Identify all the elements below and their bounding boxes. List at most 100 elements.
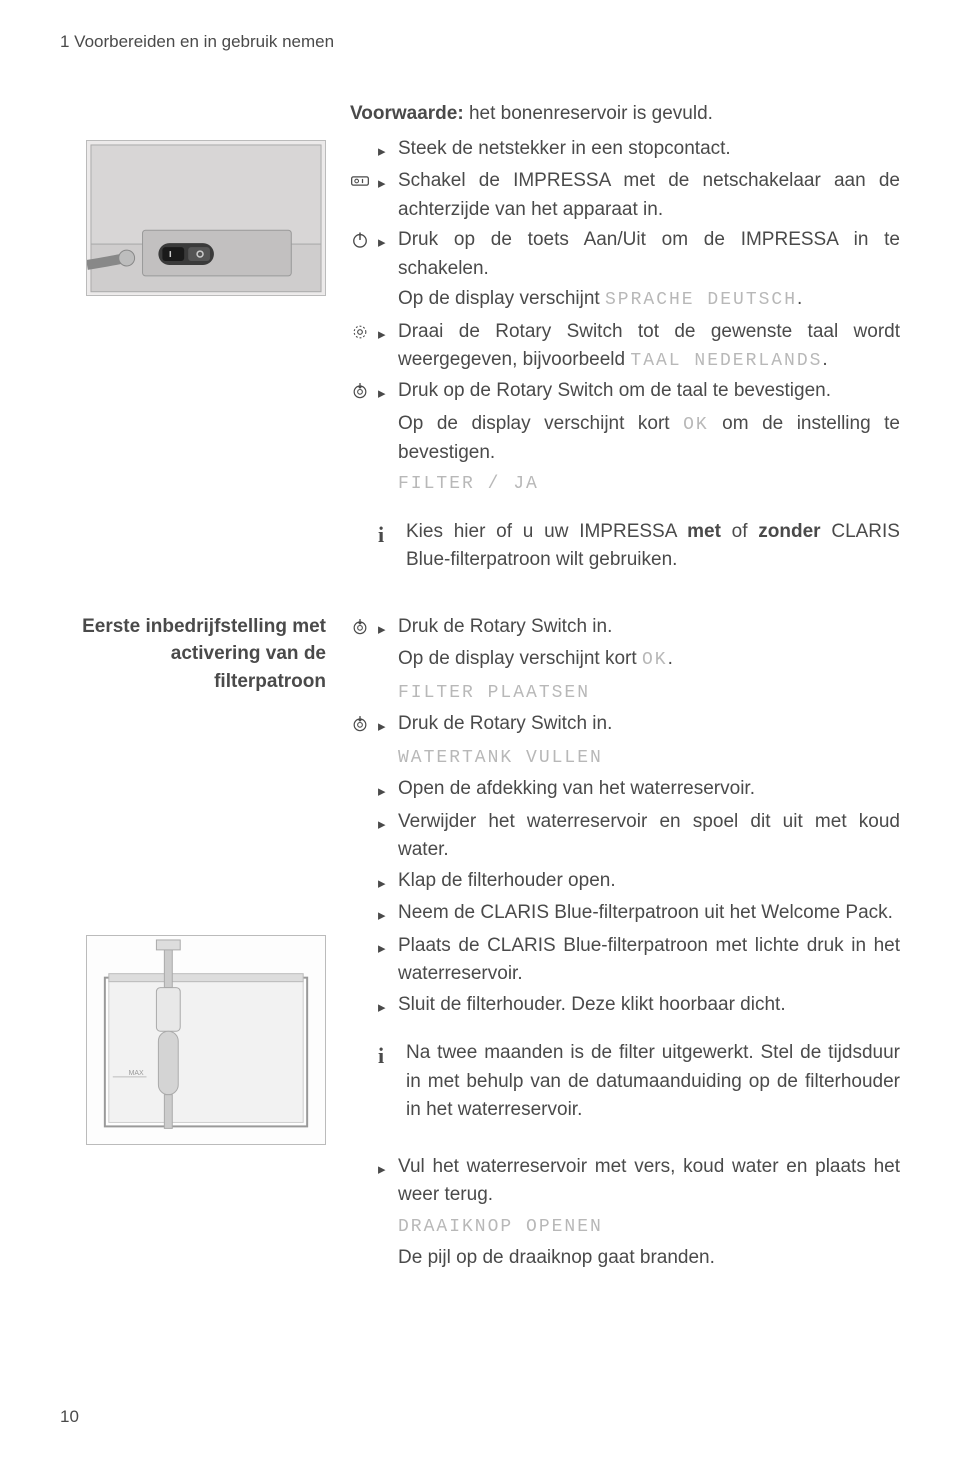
instruction-step: FILTER PLAATSEN [350,678,900,709]
instruction-step: Op de display verschijnt kort OK om de i… [350,410,900,468]
instruction-step: Druk op de toets Aan/Uit om de IMPRESSA … [350,226,900,283]
bullet-triangle-icon [378,226,398,257]
step-text: WATERTANK VULLEN [398,743,900,772]
bullet-triangle-icon [378,775,398,806]
step-text: Klap de filterhouder open. [398,867,900,896]
switch-icon [350,167,378,191]
step-text: Druk op de toets Aan/Uit om de IMPRESSA … [398,226,900,283]
step-text: Druk de Rotary Switch in. [398,710,900,739]
no-icon [350,932,378,936]
no-icon [350,867,378,871]
instruction-step: Druk de Rotary Switch in. [350,613,900,644]
bullet-triangle-icon [378,318,398,349]
bullet-triangle-icon [378,1153,398,1184]
chapter-header: 1 Voorbereiden en in gebruik nemen [60,32,900,52]
no-icon [350,678,378,682]
instruction-step: Vul het waterreservoir met vers, koud wa… [350,1153,900,1210]
step-text: Open de afdekking van het waterreservoir… [398,775,900,804]
water-tank-illustration: MAX [86,935,326,1145]
display-text: OK [683,415,709,435]
no-icon [350,135,378,139]
display-text: FILTER PLAATSEN [398,683,590,703]
step-text: Druk op de Rotary Switch om de taal te b… [398,377,900,406]
no-icon [350,285,378,289]
no-icon [350,775,378,779]
info-icon: i [378,518,406,551]
rotary-press-icon [350,613,378,637]
section-heading: Eerste inbedrijfstelling met activering … [60,613,326,696]
bullet-triangle-icon [378,867,398,898]
no-icon [350,1153,378,1157]
step-text: De pijl op de draaiknop gaat branden. [398,1244,900,1273]
step-text: Steek de netstekker in een stopcontact. [398,135,900,164]
rotary-turn-icon [350,318,378,342]
step-text: Neem de CLARIS Blue-filterpatroon uit he… [398,899,900,928]
machine-switch-illustration [87,141,325,295]
display-text: WATERTANK VULLEN [398,748,603,768]
no-icon [350,991,378,995]
step-text: Op de display verschijnt SPRACHE DEUTSCH… [398,285,900,314]
bullet-triangle-icon [378,899,398,930]
no-icon [350,808,378,812]
step-text: Verwijder het waterreservoir en spoel di… [398,808,900,865]
instruction-step: Verwijder het waterreservoir en spoel di… [350,808,900,865]
instruction-step: Sluit de filterhouder. Deze klikt hoorba… [350,991,900,1022]
precondition: Voorwaarde: het bonenreservoir is gevuld… [350,100,900,129]
step-text: Schakel de IMPRESSA met de netschakelaar… [398,167,900,224]
instruction-step: Plaats de CLARIS Blue-filterpatroon met … [350,932,900,989]
instruction-step: Op de display verschijnt SPRACHE DEUTSCH… [350,285,900,316]
step-text: Druk de Rotary Switch in. [398,613,900,642]
display-text: TAAL NEDERLANDS [630,351,822,371]
instruction-step: Op de display verschijnt kort OK. [350,645,900,676]
bullet-triangle-icon [378,167,398,198]
instruction-step: Druk de Rotary Switch in. [350,710,900,741]
display-text: FILTER / JA [398,474,539,494]
instruction-step: FILTER / JA [350,469,900,500]
info-icon: i [378,1039,406,1072]
no-icon [350,645,378,649]
bullet-triangle-icon [378,808,398,839]
no-icon [350,410,378,414]
step-text: FILTER / JA [398,469,900,498]
info-text: Na twee maanden is de filter uitgewerkt.… [406,1039,900,1125]
instruction-step: Schakel de IMPRESSA met de netschakelaar… [350,167,900,224]
no-icon [350,469,378,473]
svg-text:MAX: MAX [129,1070,144,1077]
instruction-step: DRAAIKNOP OPENEN [350,1212,900,1243]
instruction-step: WATERTANK VULLEN [350,743,900,774]
instruction-step: Klap de filterhouder open. [350,867,900,898]
bullet-triangle-icon [378,135,398,166]
display-text: SPRACHE DEUTSCH [605,290,797,310]
step-text: Vul het waterreservoir met vers, koud wa… [398,1153,900,1210]
info-text: Kies hier of u uw IMPRESSA met of zonder… [406,518,900,575]
bullet-triangle-icon [378,991,398,1022]
display-text: OK [642,650,668,670]
no-icon [350,1212,378,1216]
no-icon [350,1244,378,1248]
step-text: FILTER PLAATSEN [398,678,900,707]
display-text: DRAAIKNOP OPENEN [398,1217,603,1237]
power-icon [350,226,378,250]
instruction-step: Open de afdekking van het waterreservoir… [350,775,900,806]
bullet-triangle-icon [378,613,398,644]
rotary-press-icon [350,710,378,734]
rotary-press-icon [350,377,378,401]
step-text: Draai de Rotary Switch tot de gewenste t… [398,318,900,376]
instruction-step: Neem de CLARIS Blue-filterpatroon uit he… [350,899,900,930]
step-text: Sluit de filterhouder. Deze klikt hoorba… [398,991,900,1020]
step-text: Op de display verschijnt kort OK om de i… [398,410,900,468]
bullet-triangle-icon [378,377,398,408]
bullet-triangle-icon [378,932,398,963]
no-icon [350,743,378,747]
instruction-step: Druk op de Rotary Switch om de taal te b… [350,377,900,408]
step-text: Plaats de CLARIS Blue-filterpatroon met … [398,932,900,989]
no-icon [350,899,378,903]
step-text: DRAAIKNOP OPENEN [398,1212,900,1241]
instruction-step: Draai de Rotary Switch tot de gewenste t… [350,318,900,376]
page-number: 10 [60,1407,79,1427]
instruction-step: Steek de netstekker in een stopcontact. [350,135,900,166]
illustration-switch-panel [60,100,326,585]
bullet-triangle-icon [378,710,398,741]
step-text: Op de display verschijnt kort OK. [398,645,900,674]
instruction-step: De pijl op de draaiknop gaat branden. [350,1244,900,1275]
